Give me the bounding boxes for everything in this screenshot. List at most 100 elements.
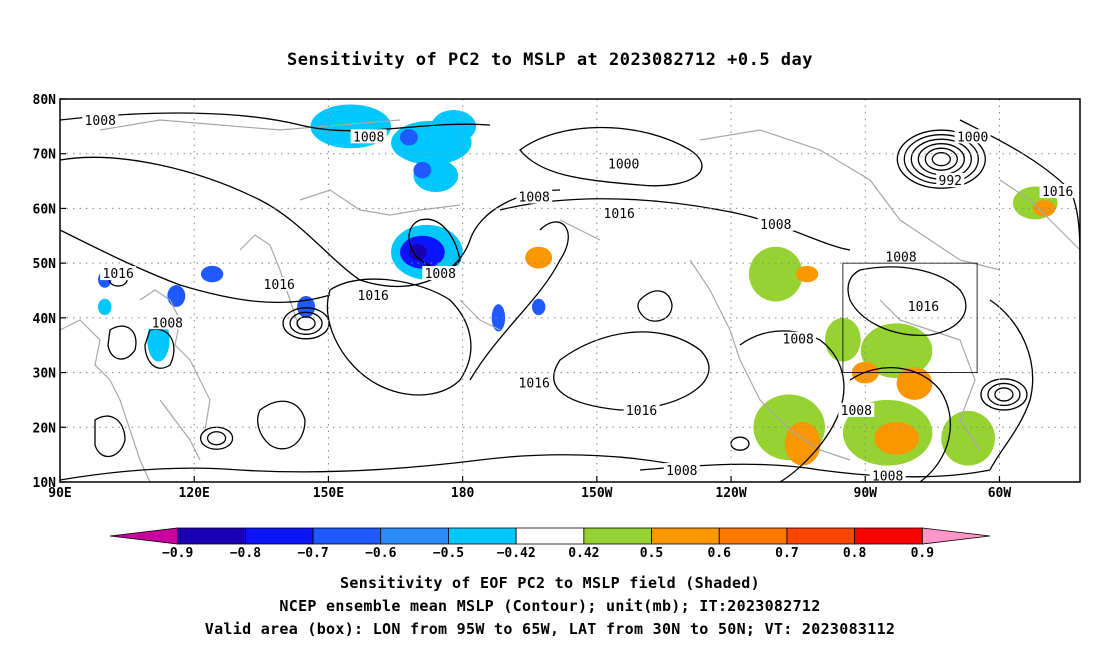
coastlines xyxy=(60,119,1080,482)
colorbar-label: 0.42 xyxy=(568,546,599,561)
coastline xyxy=(139,289,211,431)
shaded-patch xyxy=(167,285,186,307)
lon-tick-label: 60W xyxy=(988,486,1012,501)
shaded-patch xyxy=(941,410,995,466)
colorbar-swatch xyxy=(786,527,856,545)
contour-label: 1000 xyxy=(608,158,639,173)
contour-label: 1016 xyxy=(908,300,939,315)
low-pressure-ring xyxy=(987,382,1021,407)
contour-label-bg xyxy=(905,298,942,313)
lon-tick-label: 180 xyxy=(451,486,475,501)
low-pressure-ring xyxy=(296,316,316,331)
isobar-line xyxy=(849,367,952,482)
contour-label: 1008 xyxy=(783,333,814,348)
contour-label: 1016 xyxy=(103,267,134,282)
contour-label-bg xyxy=(100,266,137,281)
lat-tick-label: 60N xyxy=(33,202,57,217)
low-pressure-ring xyxy=(282,307,330,340)
contour-label-bg xyxy=(422,266,459,281)
lon-tick-label: 150W xyxy=(581,486,612,501)
isobar-line xyxy=(144,328,175,369)
contour-label: 1000 xyxy=(957,130,988,145)
colorbar-swatch xyxy=(109,527,179,545)
lon-tick-label: 90E xyxy=(48,486,71,501)
contour-label: 1008 xyxy=(841,404,872,419)
lat-tick-label: 70N xyxy=(33,148,57,163)
colorbar-label: 0.6 xyxy=(707,546,731,561)
isobar-line xyxy=(989,299,1034,471)
sensitivity-shading xyxy=(98,104,1058,466)
shaded-patch xyxy=(408,243,427,261)
shaded-patch xyxy=(531,298,546,316)
colorbar-label: 0.5 xyxy=(640,546,663,561)
contour-label: 1008 xyxy=(666,464,697,479)
isobar-line xyxy=(60,112,491,132)
isobar-line xyxy=(94,415,126,458)
low-pressure-ring xyxy=(730,436,750,451)
colorbar-swatch xyxy=(921,527,991,545)
colorbar-swatch xyxy=(177,527,246,545)
lon-tick-label: 90W xyxy=(854,486,878,501)
contour-label-bg xyxy=(355,287,392,302)
contour-label-bg xyxy=(149,315,186,330)
colorbar-swatch xyxy=(312,527,382,545)
contour-label: 1008 xyxy=(425,267,456,282)
contour-label-bg xyxy=(350,129,387,144)
shaded-patch xyxy=(874,421,919,455)
caption-valid-area: Valid area (box): LON from 95W to 65W, L… xyxy=(204,620,896,638)
contour-label-bg xyxy=(82,112,119,127)
lon-tick-label: 150E xyxy=(313,486,344,501)
colorbar-swatch xyxy=(448,527,517,545)
isobar-line xyxy=(60,229,331,304)
contour-labels: 1008 1008 1000 1000 992 1016 1008 1016 1008 1008 1… xyxy=(82,112,1076,485)
isobar-line xyxy=(499,198,851,251)
contour-label-bg xyxy=(869,468,906,483)
coastline xyxy=(699,129,1001,271)
shaded-patch xyxy=(784,421,821,466)
lat-tick-label: 80N xyxy=(33,93,57,108)
low-pressure-ring xyxy=(980,378,1028,411)
axis-ticks: 90E 120E 150E 180 150W 120W 90W 60W 10N 20N 30N 40N… xyxy=(33,93,1012,501)
contour-label: 1016 xyxy=(519,377,550,392)
isobar-line xyxy=(519,126,703,187)
contour-label: 1008 xyxy=(885,251,916,266)
colorbar-swatch xyxy=(244,527,314,545)
contour-label: 1016 xyxy=(626,404,657,419)
colorbar-swatch xyxy=(583,527,652,545)
map-plot-area: 1008 1008 1000 1000 992 1016 1008 1016 1008 1008 1… xyxy=(33,93,1081,501)
contour-label-bg xyxy=(780,331,817,346)
shaded-patch xyxy=(491,304,506,332)
colorbar-swatch xyxy=(718,527,788,545)
isobar-line xyxy=(739,330,845,482)
contour-label-bg xyxy=(883,249,920,264)
colorbar-label: 0.8 xyxy=(843,546,867,561)
isobar-line xyxy=(60,454,701,481)
contour-label: 1008 xyxy=(760,218,791,233)
shaded-patch xyxy=(200,265,224,283)
contour-label: 1016 xyxy=(1042,185,1073,200)
isobar-line xyxy=(257,400,306,450)
colorbar-label: 0.7 xyxy=(775,546,798,561)
lat-tick-label: 50N xyxy=(33,257,57,272)
isobar-line xyxy=(553,331,710,411)
lat-tick-label: 20N xyxy=(33,421,57,436)
contour-label-bg xyxy=(261,277,298,292)
coastline xyxy=(559,219,601,241)
contour-label: 1008 xyxy=(872,470,903,485)
colorbar-label: −0.5 xyxy=(433,546,464,561)
shaded-patch xyxy=(413,161,432,179)
contour-label-bg xyxy=(623,402,660,417)
low-pressure-ring xyxy=(994,387,1014,402)
contour-label-bg xyxy=(601,205,638,220)
coastline xyxy=(159,399,201,461)
contour-label: 1008 xyxy=(85,114,116,129)
colorbar-label: −0.9 xyxy=(162,546,193,561)
low-pressure-ring xyxy=(199,426,234,450)
isobar-line xyxy=(60,156,561,288)
caption-contour: NCEP ensemble mean MSLP (Contour); unit(… xyxy=(279,597,821,615)
coastline xyxy=(299,189,461,216)
low-pressure-ring xyxy=(931,152,951,167)
colorbar-label: −0.42 xyxy=(497,546,536,561)
contour-label: 1008 xyxy=(519,190,550,205)
isobar-line xyxy=(847,266,967,336)
